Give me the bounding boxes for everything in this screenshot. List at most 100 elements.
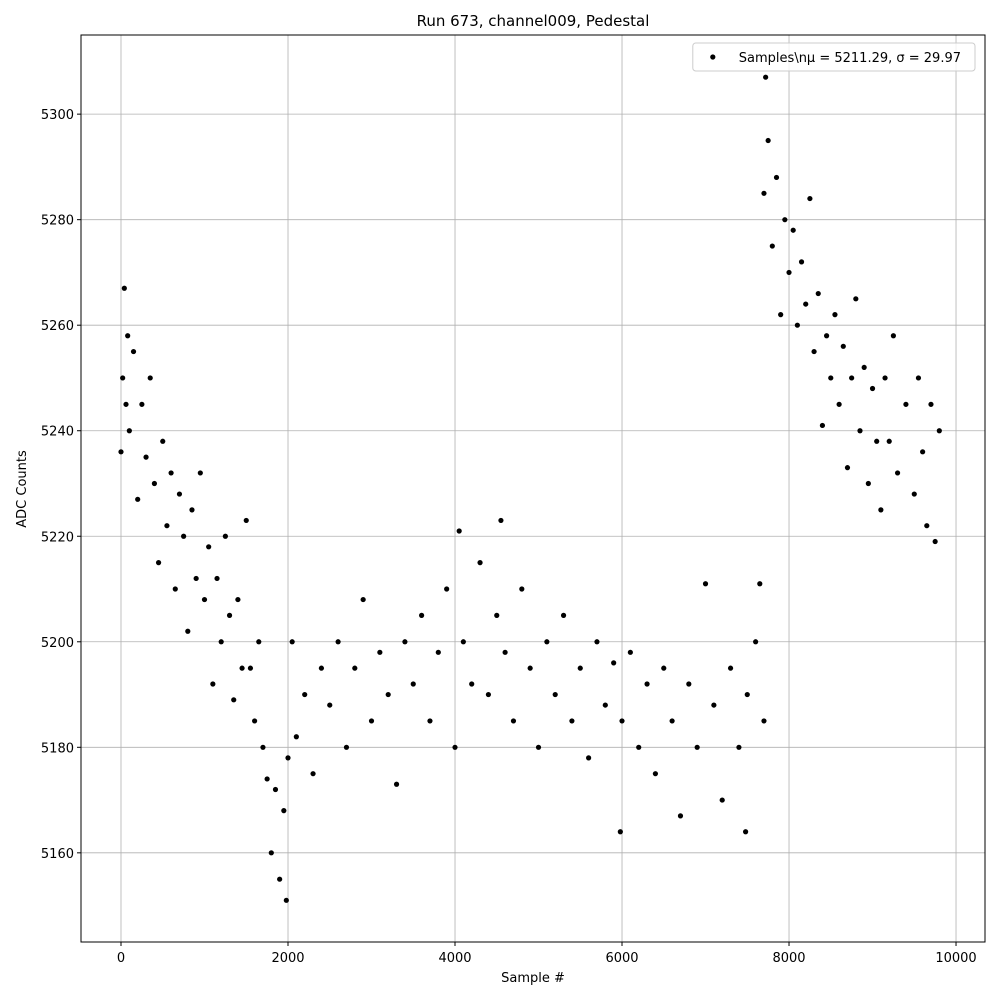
data-point (494, 612, 500, 618)
data-point (410, 681, 416, 687)
data-point (252, 718, 258, 724)
data-point (694, 744, 700, 750)
data-point (711, 702, 717, 708)
data-point (560, 612, 567, 618)
data-point (627, 649, 633, 655)
data-point (502, 649, 508, 655)
data-point (289, 639, 295, 645)
data-point (206, 544, 212, 550)
data-point (611, 660, 617, 666)
x-tick-label: 2000 (271, 951, 304, 966)
data-point (160, 438, 166, 444)
data-point (811, 348, 817, 355)
data-point (815, 290, 821, 297)
data-point (360, 596, 366, 603)
data-point (118, 449, 124, 455)
data-point (669, 718, 675, 724)
data-point (836, 401, 842, 407)
data-point (197, 470, 203, 476)
data-point (736, 744, 742, 750)
data-point (318, 665, 325, 671)
data-point (135, 496, 141, 502)
data-point (619, 718, 625, 724)
x-axis-label: Sample # (501, 971, 565, 986)
data-point (761, 718, 767, 724)
data-point (544, 639, 550, 645)
data-point (552, 691, 558, 698)
data-point (874, 438, 880, 444)
data-point (201, 596, 208, 603)
data-point (277, 876, 283, 882)
data-point (644, 681, 650, 687)
data-point (231, 697, 237, 703)
data-point (130, 348, 137, 355)
data-point (727, 665, 734, 671)
data-point (335, 639, 341, 645)
data-point (155, 560, 162, 566)
data-point (218, 639, 224, 645)
data-point (753, 639, 759, 645)
data-point (327, 702, 333, 708)
legend-marker (710, 54, 716, 60)
data-point (782, 217, 788, 223)
data-point (268, 850, 274, 856)
data-point (121, 285, 127, 291)
legend-box (692, 42, 976, 72)
data-point (393, 781, 400, 787)
data-point (828, 375, 834, 381)
data-point (857, 428, 863, 434)
plot-frame (80, 34, 986, 943)
data-point (798, 259, 805, 265)
data-point (911, 491, 917, 497)
data-point (125, 333, 131, 339)
data-point (243, 517, 249, 524)
data-point (869, 385, 876, 392)
data-point (844, 465, 851, 471)
data-point (652, 771, 659, 777)
data-point (260, 744, 266, 750)
data-point (577, 665, 583, 671)
y-tick-label: 5260 (41, 319, 74, 334)
data-point (535, 744, 542, 750)
data-point (444, 586, 450, 592)
data-point (840, 343, 846, 349)
data-point (932, 538, 938, 545)
data-point (773, 174, 780, 181)
data-point (819, 422, 826, 429)
data-point (264, 776, 270, 782)
data-point (402, 639, 408, 645)
data-point (120, 375, 126, 381)
data-point (143, 454, 149, 460)
data-point (527, 665, 533, 671)
data-point (636, 744, 642, 750)
data-point (185, 628, 191, 634)
data-point (861, 364, 867, 371)
y-tick-label: 5280 (41, 214, 74, 229)
data-point (485, 691, 492, 698)
data-point (744, 691, 750, 698)
data-point (823, 333, 830, 339)
data-point (510, 718, 517, 724)
data-point (368, 718, 375, 724)
data-point (377, 649, 383, 655)
data-point (285, 755, 291, 761)
data-point (419, 612, 425, 618)
data-point (719, 797, 725, 803)
y-axis-label: ADC Counts (15, 450, 30, 528)
data-point (765, 137, 771, 144)
data-point (123, 401, 129, 407)
data-point (778, 312, 784, 318)
data-point (214, 575, 220, 582)
data-point (272, 786, 279, 793)
data-point (677, 813, 684, 819)
x-tick-label: 10000 (935, 951, 976, 966)
data-point (761, 190, 767, 196)
data-point (498, 517, 504, 524)
x-tick-label: 6000 (605, 951, 638, 966)
data-point (928, 401, 934, 407)
data-point (247, 665, 254, 671)
data-point (181, 533, 187, 539)
data-point (790, 227, 796, 233)
